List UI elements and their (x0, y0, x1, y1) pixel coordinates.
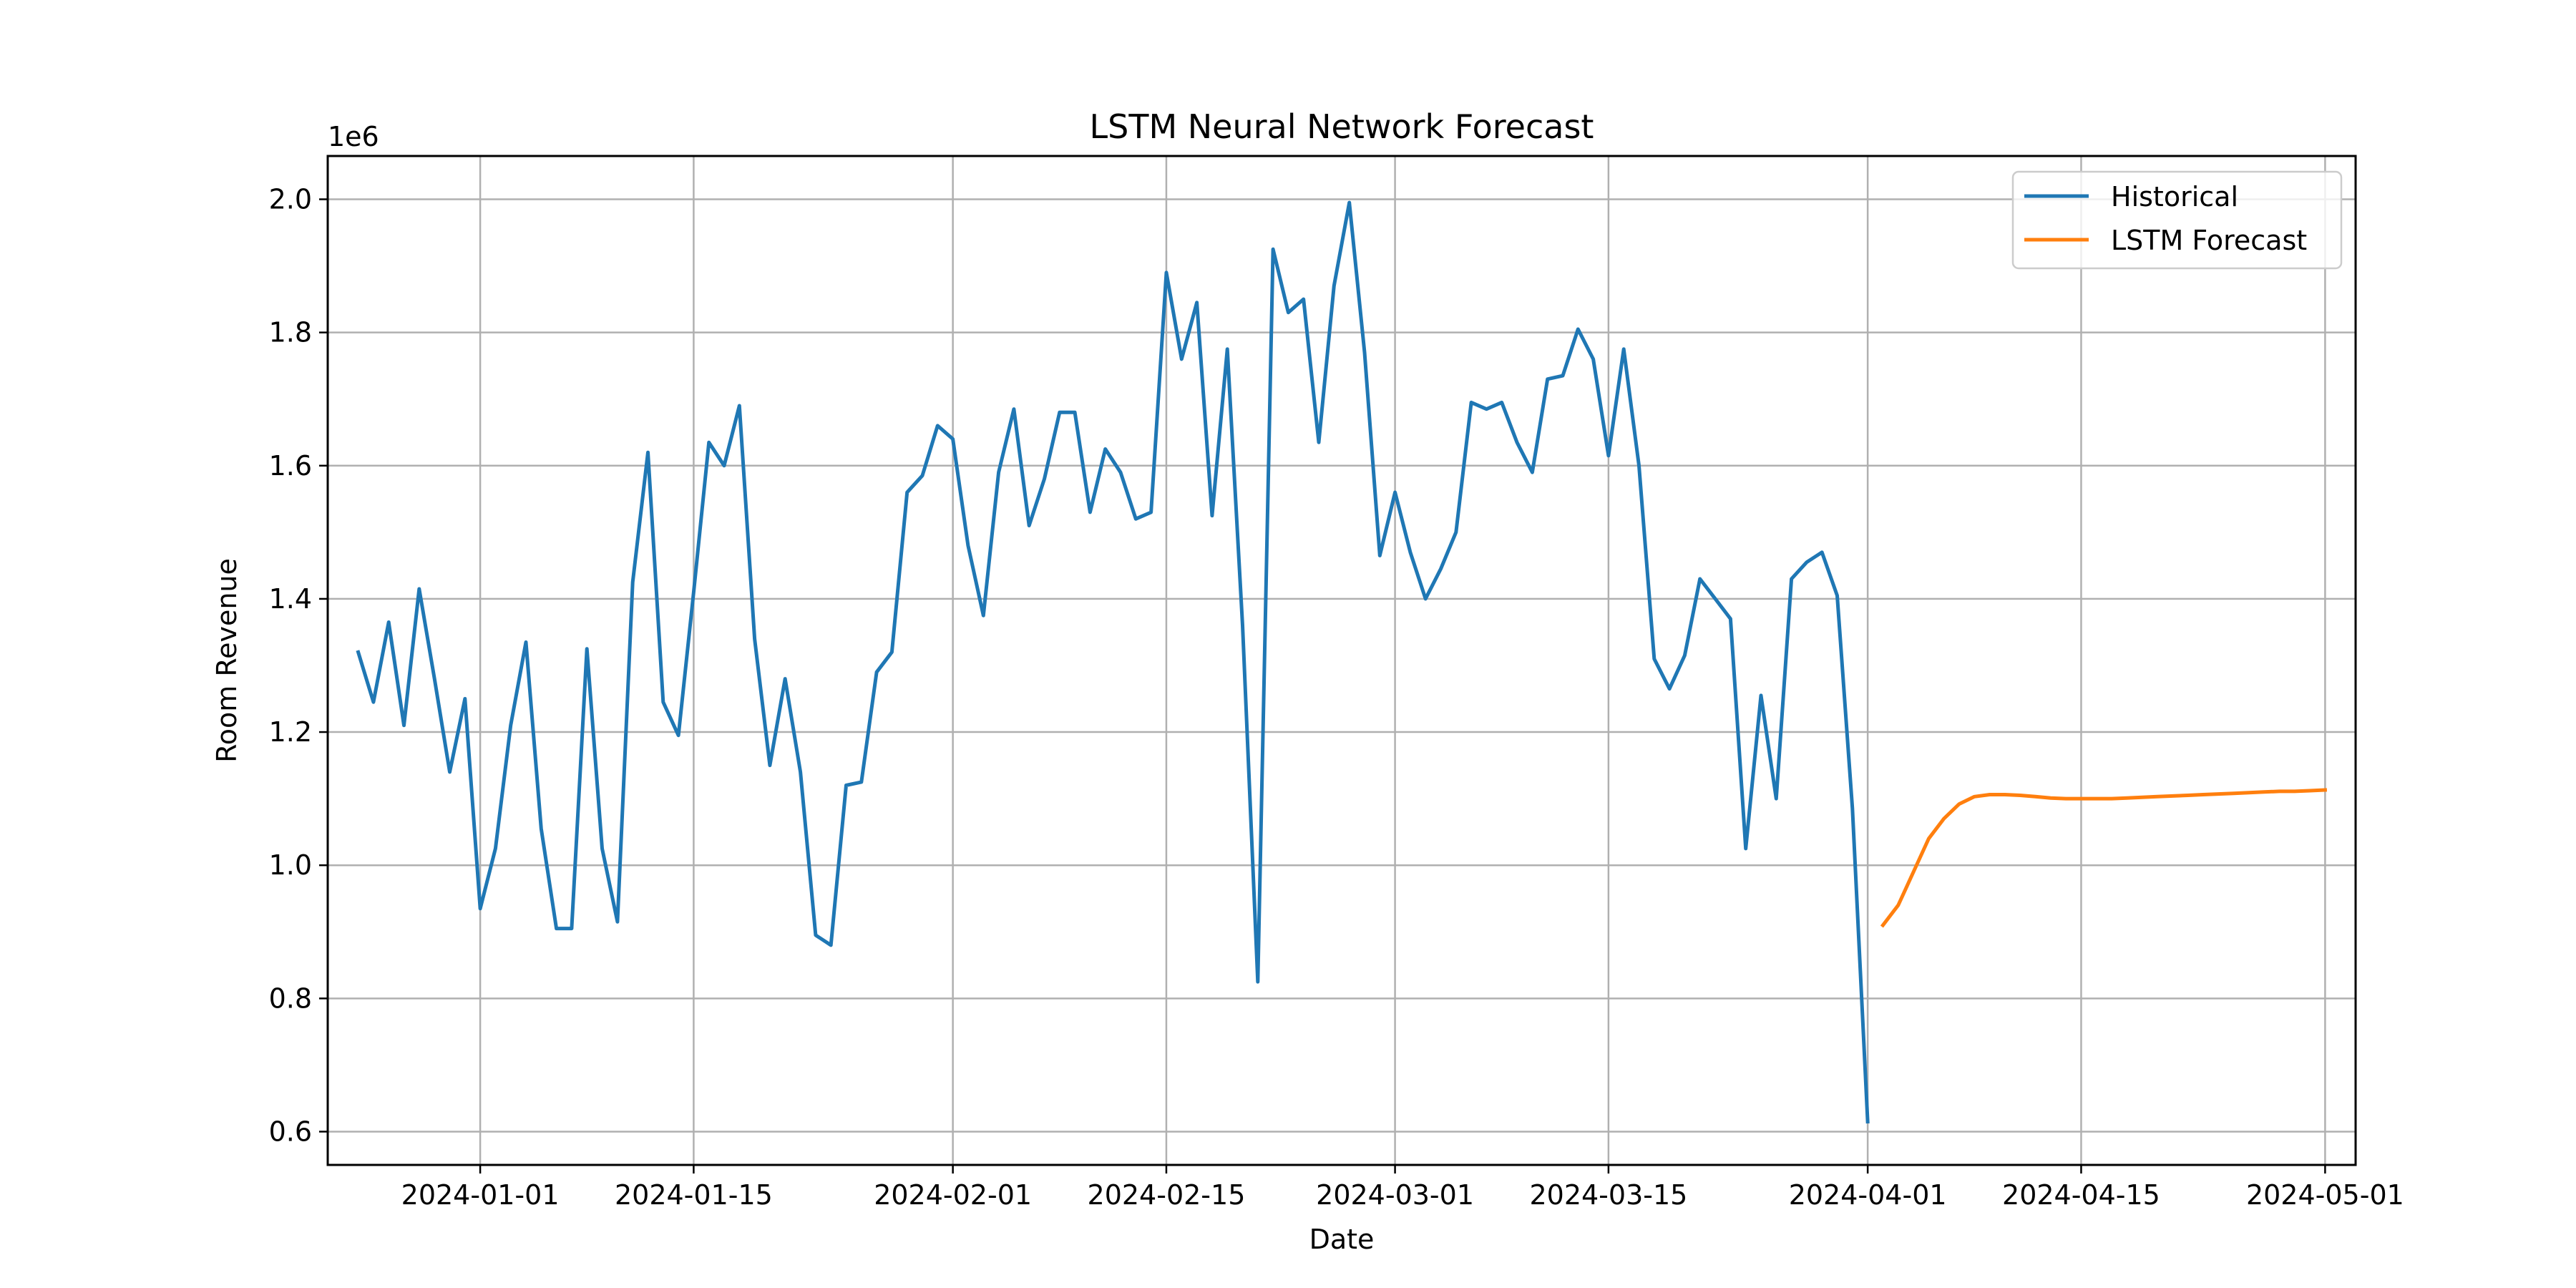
x-tick-label: 2024-04-15 (2002, 1179, 2160, 1211)
plot-frame (326, 155, 2357, 1166)
x-tick-label: 2024-01-15 (615, 1179, 773, 1211)
y-tick-label: 0.6 (269, 1116, 312, 1147)
y-tick-label: 1.4 (269, 583, 312, 615)
x-tick-label: 2024-03-15 (1529, 1179, 1687, 1211)
x-tick-label: 2024-01-01 (401, 1179, 560, 1211)
y-tick-label: 1.6 (269, 450, 312, 482)
y-tick-label: 1.2 (269, 716, 312, 748)
series-lines (356, 200, 2328, 1124)
x-tick-label: 2024-03-01 (1316, 1179, 1474, 1211)
y-axis-label: Room Revenue (211, 558, 243, 763)
y-axis-offset-label: 1e6 (328, 121, 379, 152)
chart-title: LSTM Neural Network Forecast (1090, 107, 1594, 146)
x-tick-label: 2024-02-15 (1088, 1179, 1246, 1211)
grid-lines (328, 156, 2356, 1165)
legend-box (2011, 170, 2343, 270)
x-tick-label: 2024-05-01 (2246, 1179, 2404, 1211)
y-tick-label: 1.0 (269, 849, 312, 881)
x-tick-label: 2024-04-01 (1789, 1179, 1947, 1211)
legend-forecast-label: LSTM Forecast (2111, 225, 2307, 256)
x-tick-label: 2024-02-01 (874, 1179, 1032, 1211)
x-axis-label: Date (1309, 1224, 1375, 1255)
axis-ticks: 2024-01-01 2024-01-15 2024-02-01 2024-02-15… (269, 183, 2404, 1211)
legend-historical-label: Historical (2111, 181, 2238, 213)
y-tick-label: 1.8 (269, 317, 312, 348)
y-tick-label: 0.8 (269, 982, 312, 1014)
series-line-historical (356, 200, 1870, 1124)
y-tick-label: 2.0 (269, 183, 312, 215)
legend: Historical LSTM Forecast (2011, 170, 2343, 270)
series-line-lstm-forecast (1880, 788, 2328, 928)
